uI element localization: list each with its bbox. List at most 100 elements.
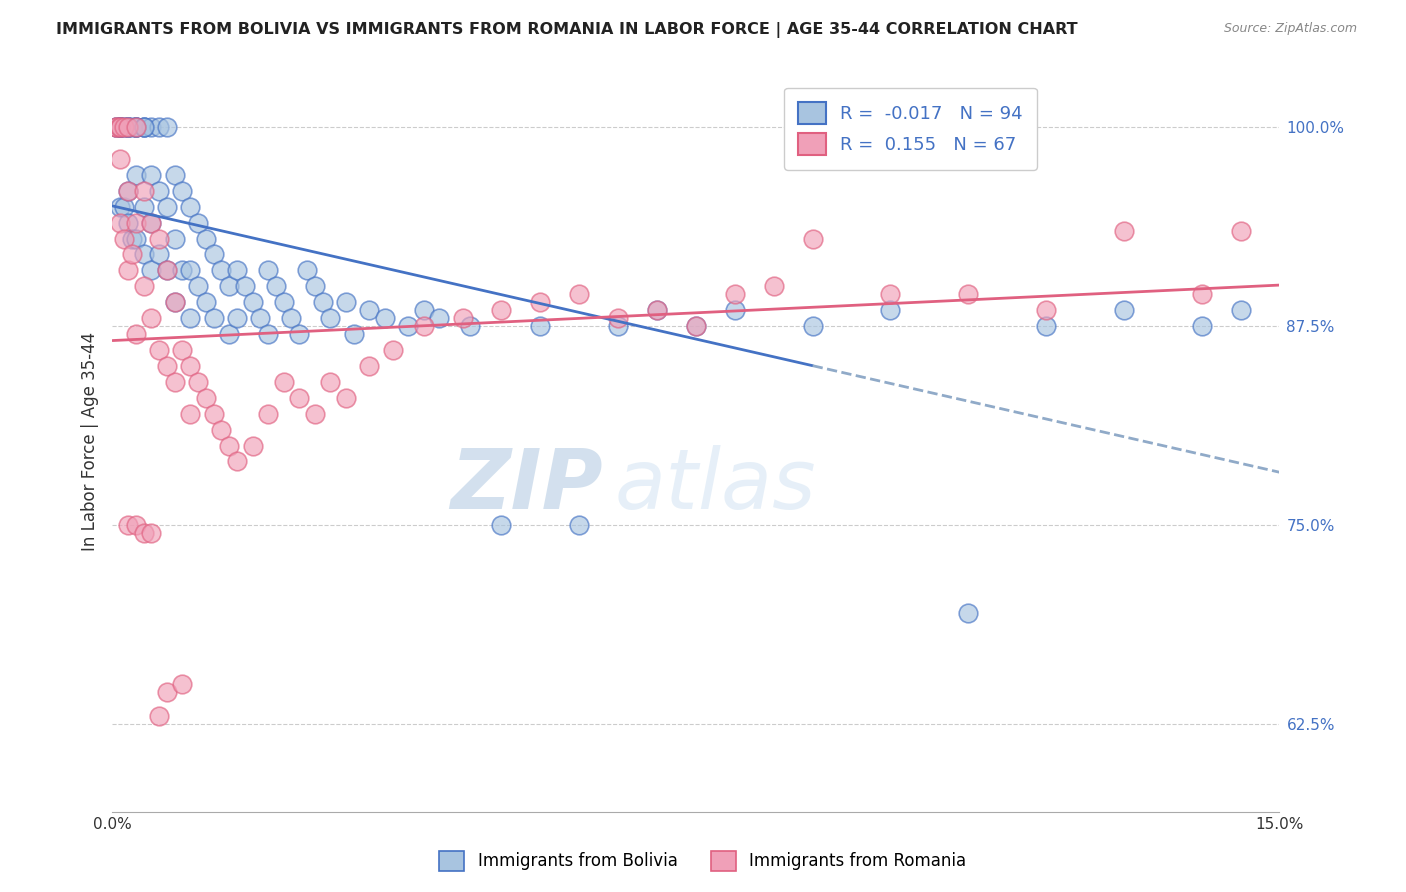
Point [132, 184, 155, 198]
Point [242, 438, 264, 452]
Point [148, 120, 170, 134]
Point [335, 391, 357, 405]
Point [491, 303, 513, 318]
Point [121, 247, 143, 261]
Point [304, 407, 326, 421]
Point [762, 279, 785, 293]
Point [257, 263, 280, 277]
Point [1229, 303, 1251, 318]
Point [156, 263, 179, 277]
Point [125, 518, 148, 533]
Text: IMMIGRANTS FROM BOLIVIA VS IMMIGRANTS FROM ROMANIA IN LABOR FORCE | AGE 35-44 CO: IMMIGRANTS FROM BOLIVIA VS IMMIGRANTS FR… [56, 22, 1078, 38]
Point [194, 391, 217, 405]
Point [117, 184, 139, 198]
Point [879, 303, 901, 318]
Point [125, 120, 148, 134]
Point [209, 423, 232, 437]
Point [209, 263, 232, 277]
Point [311, 295, 333, 310]
Point [396, 319, 419, 334]
Point [179, 359, 201, 373]
Point [112, 231, 135, 245]
Point [335, 295, 357, 310]
Point [117, 263, 139, 277]
Point [112, 120, 135, 134]
Point [879, 287, 901, 301]
Point [607, 319, 630, 334]
Point [132, 247, 155, 261]
Point [724, 287, 747, 301]
Point [110, 120, 132, 134]
Point [110, 120, 132, 134]
Point [156, 200, 179, 214]
Point [117, 120, 139, 134]
Point [112, 120, 135, 134]
Point [1112, 223, 1135, 237]
Point [187, 375, 209, 389]
Point [319, 311, 342, 326]
Point [125, 120, 148, 134]
Point [117, 518, 139, 533]
Point [110, 216, 132, 230]
Point [226, 454, 249, 468]
Point [141, 263, 163, 277]
Point [288, 391, 311, 405]
Point [451, 311, 474, 326]
Point [121, 231, 143, 245]
Point [1191, 319, 1213, 334]
Point [381, 343, 404, 357]
Point [117, 120, 139, 134]
Point [194, 295, 217, 310]
Point [110, 120, 132, 134]
Point [685, 319, 707, 334]
Point [179, 263, 201, 277]
Point [568, 287, 591, 301]
Point [156, 263, 179, 277]
Point [957, 287, 980, 301]
Point [1191, 287, 1213, 301]
Point [125, 120, 148, 134]
Text: ZIP: ZIP [450, 445, 603, 526]
Point [1229, 223, 1251, 237]
Point [125, 231, 148, 245]
Point [132, 526, 155, 541]
Point [105, 120, 128, 134]
Legend: Immigrants from Bolivia, Immigrants from Romania: Immigrants from Bolivia, Immigrants from… [432, 842, 974, 880]
Point [132, 120, 155, 134]
Point [273, 295, 295, 310]
Point [264, 279, 287, 293]
Point [179, 200, 201, 214]
Point [141, 216, 163, 230]
Point [1035, 303, 1057, 318]
Point [156, 685, 179, 699]
Point [202, 407, 225, 421]
Point [257, 407, 280, 421]
Point [156, 120, 179, 134]
Point [117, 120, 139, 134]
Point [156, 359, 179, 373]
Point [218, 327, 240, 342]
Point [125, 216, 148, 230]
Point [295, 263, 318, 277]
Point [117, 120, 139, 134]
Point [607, 311, 630, 326]
Y-axis label: In Labor Force | Age 35-44: In Labor Force | Age 35-44 [80, 332, 98, 551]
Point [194, 231, 217, 245]
Point [343, 327, 366, 342]
Point [163, 231, 186, 245]
Point [141, 526, 163, 541]
Point [105, 120, 128, 134]
Point [148, 231, 170, 245]
Point [132, 200, 155, 214]
Point [568, 518, 591, 533]
Point [172, 263, 194, 277]
Point [529, 319, 551, 334]
Point [801, 319, 824, 334]
Point [319, 375, 342, 389]
Point [645, 303, 668, 318]
Point [724, 303, 747, 318]
Point [163, 295, 186, 310]
Point [125, 120, 148, 134]
Point [141, 120, 163, 134]
Point [141, 168, 163, 182]
